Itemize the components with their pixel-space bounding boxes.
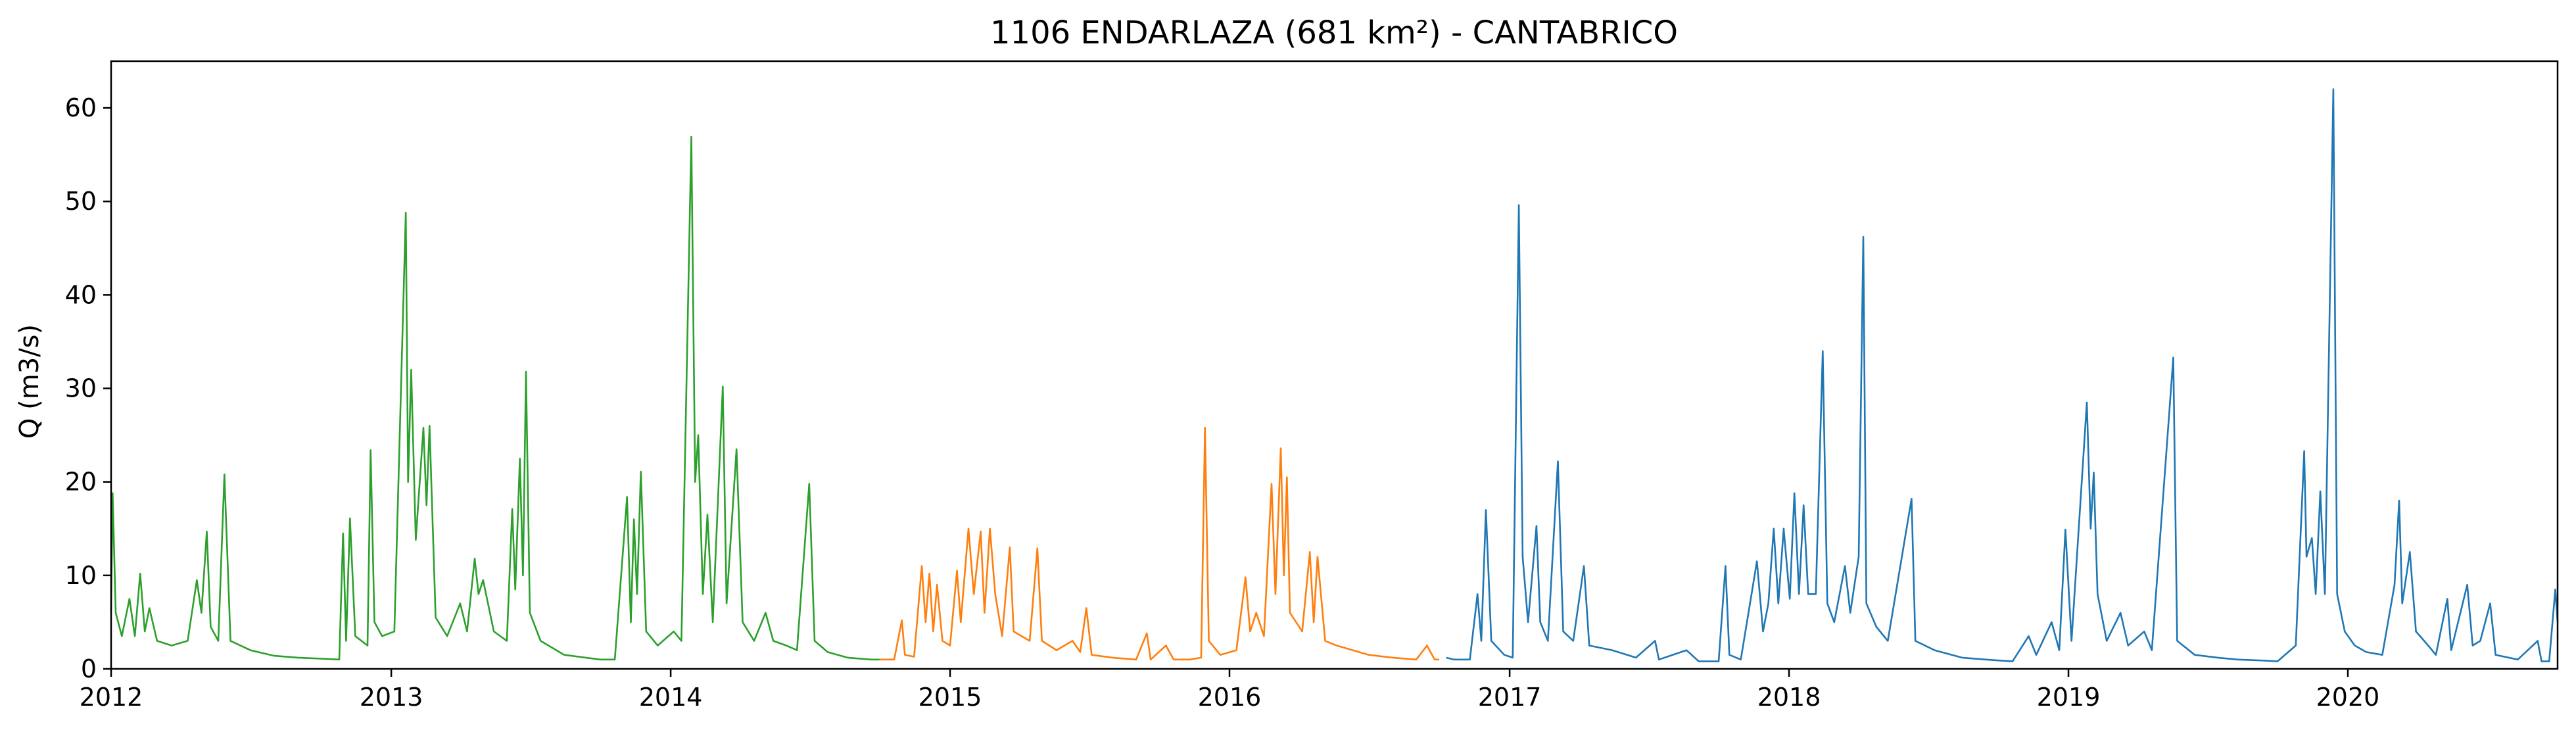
y-tick-label: 60 (65, 93, 97, 122)
plot-frame (110, 60, 2559, 670)
x-tick-label: 2017 (1478, 683, 1542, 712)
y-axis-label: Q (m3/s) (14, 324, 45, 439)
y-tick-label: 20 (65, 468, 97, 497)
y-tick-label: 0 (81, 654, 97, 683)
series-group (110, 88, 2559, 662)
y-tick-label: 50 (65, 187, 97, 216)
x-tick-label: 2013 (360, 683, 423, 712)
x-tick-label: 2015 (918, 683, 982, 712)
y-tick-label: 30 (65, 374, 97, 403)
series-line-3 (1446, 88, 2559, 662)
x-tick-label: 2020 (2316, 683, 2380, 712)
x-tick-label: 2012 (80, 683, 143, 712)
x-tick-label: 2018 (1757, 683, 1821, 712)
series-line-2 (879, 426, 1439, 661)
chart-title: 1106 ENDARLAZA (681 km²) - CANTABRICO (990, 14, 1678, 51)
x-tick-label: 2014 (639, 683, 703, 712)
series-line-1 (110, 135, 880, 661)
ticks-group: 2012 2013 2014 2015 2016 2017 2018 2019 2020 0 10 2… (65, 93, 2380, 712)
y-tick-label: 10 (65, 561, 97, 590)
y-tick-label: 40 (65, 280, 97, 309)
x-tick-label: 2016 (1198, 683, 1262, 712)
x-tick-label: 2019 (2037, 683, 2101, 712)
